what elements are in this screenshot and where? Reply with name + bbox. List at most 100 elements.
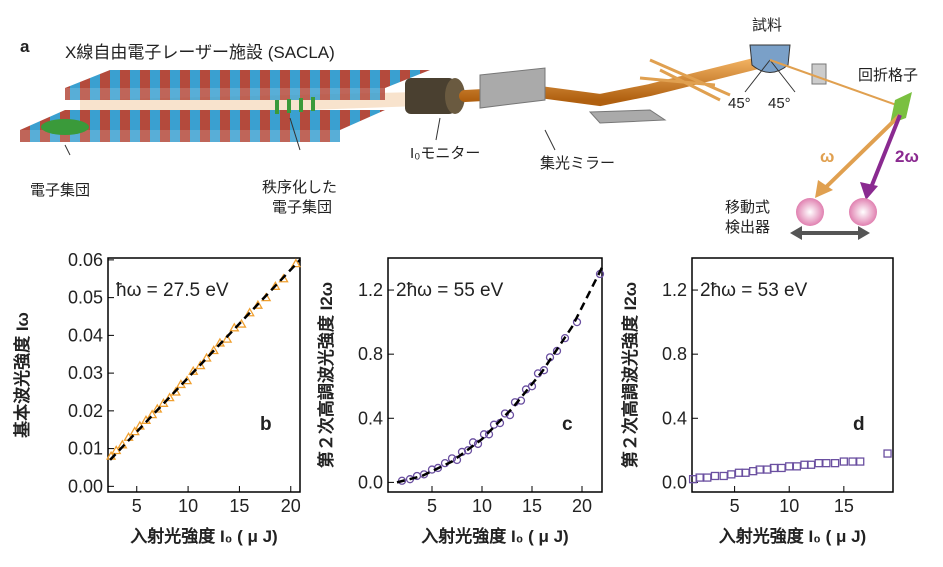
- point: [208, 345, 219, 355]
- plot-frame: [691, 257, 894, 493]
- label: 電子集団: [30, 182, 90, 199]
- beam: [639, 58, 731, 102]
- point: [777, 463, 786, 473]
- arrow: [790, 226, 802, 240]
- point: [244, 307, 255, 317]
- y-tick-label: 0.06: [68, 250, 103, 270]
- point: [147, 409, 158, 419]
- point: [848, 457, 857, 466]
- point: [290, 258, 302, 268]
- diagram: a X線自由電子レーザー施設 (SACLA) 電子集団 秩序化した 電子集団 I…: [20, 17, 919, 240]
- detector: [849, 198, 877, 226]
- annotation: ħω = 27.5 eV: [116, 280, 229, 301]
- label: 電子集団: [272, 199, 332, 216]
- undulator: [20, 110, 385, 130]
- point: [792, 462, 802, 471]
- sample: [749, 44, 791, 73]
- pointer: [64, 144, 71, 156]
- panel-label: a: [20, 37, 30, 56]
- x-tick-label: 15: [834, 496, 854, 516]
- point: [703, 473, 712, 482]
- point: [560, 333, 570, 343]
- panel-label: b: [260, 414, 272, 435]
- grating: [890, 92, 912, 124]
- diagram-title: X線自由電子レーザー施設 (SACLA): [65, 43, 335, 62]
- y-tick-label: 0.4: [358, 408, 383, 428]
- point: [883, 449, 892, 458]
- monitor: [405, 78, 455, 114]
- arrow: [860, 182, 878, 200]
- x-tick-label: 20: [281, 496, 301, 516]
- x-tick-label: 5: [427, 496, 437, 516]
- label: ω: [820, 147, 834, 166]
- x-tick-label: 15: [522, 496, 542, 516]
- point: [814, 459, 823, 468]
- label: 試料: [752, 17, 782, 34]
- label: 秩序化した: [262, 179, 337, 196]
- point: [463, 446, 473, 455]
- label: 移動式: [725, 199, 770, 216]
- ordered-bunch: [275, 97, 315, 114]
- y-axis-label: 第２次高調波光強度 I2ω: [620, 282, 640, 468]
- plot-frame: [107, 257, 301, 493]
- x-tick-label: 5: [730, 496, 740, 516]
- detector: [796, 198, 824, 226]
- y-tick-label: 0.4: [662, 408, 687, 428]
- plot-frame: [387, 257, 603, 493]
- y-tick-label: 1.2: [358, 280, 383, 300]
- beam: [769, 59, 906, 109]
- fit-line: [396, 267, 604, 484]
- omega-beam: [821, 113, 902, 192]
- y-tick-label: 0.0: [662, 472, 687, 492]
- x-axis-label: 入射光強度 I₀ ( μ J): [130, 526, 277, 546]
- pointer: [289, 117, 301, 151]
- y-axis-label: 基本波光強度 Iω: [12, 312, 32, 439]
- y-tick-label: 0.03: [68, 363, 103, 383]
- pointer: [544, 129, 556, 151]
- point: [719, 471, 728, 481]
- x-axis-label: 入射光強度 I₀ ( μ J): [421, 526, 568, 546]
- y-tick-label: 0.8: [358, 344, 383, 364]
- point: [727, 470, 736, 479]
- undulator: [65, 88, 385, 100]
- annotation: 2ħω = 55 eV: [396, 280, 504, 301]
- label: 集光ミラー: [540, 155, 615, 172]
- y-tick-label: 0.04: [68, 325, 103, 345]
- x-tick-label: 15: [229, 496, 249, 516]
- label: I₀モニター: [410, 145, 480, 162]
- panel-label: d: [853, 414, 865, 435]
- annotation: 2ħω = 53 eV: [700, 280, 808, 301]
- point: [221, 333, 233, 343]
- point: [473, 439, 483, 449]
- x-tick-label: 20: [572, 496, 592, 516]
- label: 45°: [728, 95, 751, 112]
- electron-bunch: [41, 119, 89, 135]
- point: [839, 457, 848, 466]
- point: [201, 352, 212, 362]
- x-axis-label: 入射光強度 I₀ ( μ J): [719, 526, 866, 546]
- x-tick-label: 10: [779, 496, 799, 516]
- point: [785, 462, 794, 471]
- label: 検出器: [725, 219, 770, 236]
- arrow: [858, 226, 870, 240]
- monitor: [445, 78, 465, 114]
- x-tick-label: 5: [132, 496, 142, 516]
- angle-line: [769, 59, 796, 93]
- mirror: [588, 109, 667, 124]
- x-tick-label: 10: [178, 496, 198, 516]
- point: [710, 471, 720, 481]
- point: [856, 457, 865, 466]
- mirror: [479, 67, 546, 109]
- angle-line: [744, 59, 771, 93]
- point: [830, 459, 840, 468]
- label: 回折格子: [858, 67, 918, 84]
- two-omega-beam: [868, 114, 902, 191]
- y-tick-label: 0.8: [662, 344, 687, 364]
- point: [111, 445, 122, 455]
- fit-line: [109, 259, 301, 461]
- point: [270, 280, 281, 290]
- undulator: [65, 70, 430, 88]
- point: [822, 459, 831, 468]
